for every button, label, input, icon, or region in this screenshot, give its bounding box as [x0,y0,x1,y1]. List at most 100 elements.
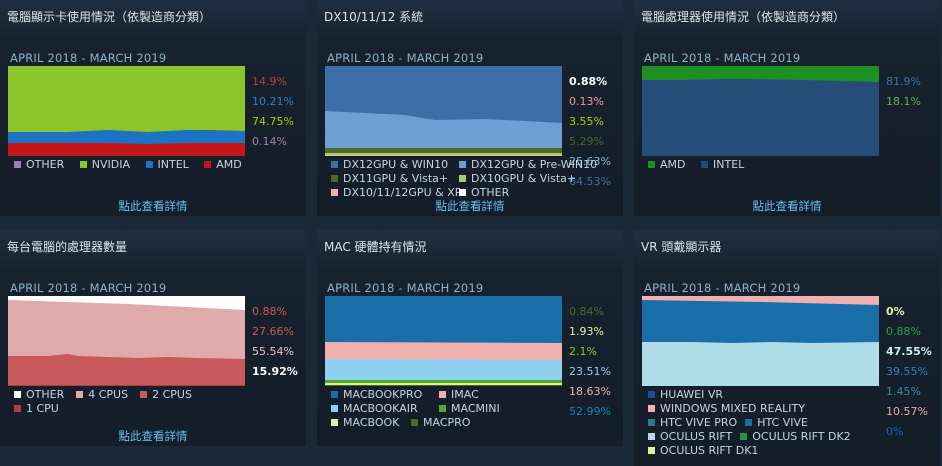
panel-title: 電腦處理器使用情況（依製造商分類） [641,10,846,24]
pct-value: 0% [886,305,905,318]
legend-label: DX12GPU & WIN10 [343,158,449,171]
period-label: APRIL 2018 - MARCH 2019 [327,51,484,65]
legend-label: OCULUS RIFT DK2 [752,430,851,443]
legend-item: OCULUS RIFT DK2 [740,430,851,444]
panel-dx-systems: DX10/11/12 系統 APRIL 2018 - MARCH 2019 0.… [317,0,623,216]
legend-swatch [459,160,466,168]
panel-title: VR 頭戴顯示器 [641,240,722,254]
legend-item: HTC VIVE [745,416,808,430]
legend-swatch [439,404,446,412]
pct-value: 18.1% [886,95,921,108]
legend-item: OTHER [14,388,64,402]
legend-label: 2 CPUS [152,388,192,401]
legend-swatch [331,174,338,182]
legend-swatch [331,418,338,426]
legend-label: AMD [660,158,686,171]
legend-swatch [331,390,338,398]
legend-swatch [648,390,655,398]
pct-value: 14.9% [252,75,287,88]
stacked-area-chart [8,296,245,386]
legend-item: INTEL [145,158,189,172]
pct-value: 0.14% [252,135,287,148]
legend-label: MACBOOKAIR [343,402,418,415]
stacked-area-chart [642,296,879,386]
pct-value: 27.66% [252,325,294,338]
pct-value: 1.45% [886,385,921,398]
area-oculus-rift [642,342,879,386]
panel-title: 電腦顯示卡使用情況（依製造商分類） [7,10,212,24]
legend-label: MACMINI [451,402,500,415]
legend: OTHER NVIDIA INTEL AMD [14,158,304,172]
legend-swatch [76,390,84,398]
legend-item: 2 CPUS [140,388,192,402]
legend-item: MACMINI [439,402,500,416]
legend-label: WINDOWS MIXED REALITY [660,402,805,415]
legend-swatch [648,446,655,454]
legend-swatch [331,160,338,168]
pct-value: 0.88% [886,325,921,338]
legend-swatch [648,160,655,168]
legend-label: DX10/11/12GPU & XP [343,186,462,199]
period-label: APRIL 2018 - MARCH 2019 [644,281,801,295]
details-link[interactable]: 點此查看詳情 [752,199,822,213]
legend-swatch [648,418,655,426]
area-macpro [325,385,562,386]
legend-item: 4 CPUS [76,388,128,402]
legend-item: 1 CPU [14,402,59,416]
pct-value: 52.99% [569,405,611,418]
legend-item: MACBOOK [331,416,411,430]
legend-item: IMAC [439,388,479,402]
legend-swatch [79,160,87,168]
area-intel [8,130,245,144]
legend: HUAWEI VR WINDOWS MIXED REALITY HTC VIVE… [648,388,888,458]
area-nvidia [8,66,245,132]
legend-label: MACBOOKPRO [343,388,423,401]
area-macbook [325,383,562,385]
legend-swatch [204,160,212,168]
pct-value: 3.55% [569,115,604,128]
stacked-area-chart [642,66,879,156]
details-link[interactable]: 點此查看詳情 [118,429,188,443]
legend-item: MACBOOKAIR [331,402,439,416]
legend-swatch [745,418,753,426]
legend-item: DX11GPU & Vista+ [331,172,459,186]
legend-item: DX12GPU & Pre-WIN10 [459,158,597,172]
area-other [325,155,562,156]
legend-label: OTHER [26,158,65,171]
area-dx10-vista [325,153,562,155]
details-link[interactable]: 點此查看詳情 [435,199,505,213]
legend-swatch [331,404,338,412]
legend-item: AMD [204,158,242,172]
details-link[interactable]: 點此查看詳情 [118,199,188,213]
legend-item: INTEL [701,158,744,172]
legend-label: DX12GPU & Pre-WIN10 [471,158,598,171]
legend-item: OTHER [14,158,64,172]
area-dx12-prewin10 [325,111,562,148]
period-label: APRIL 2018 - MARCH 2019 [10,51,167,65]
legend-label: NVIDIA [91,158,130,171]
legend-item: AMD [648,158,686,172]
legend-label: OCULUS RIFT [660,430,733,443]
area-macbookair [325,359,562,386]
legend-swatch [14,404,21,412]
panel-title: MAC 硬體持有情況 [324,240,427,254]
legend-item: OTHER [459,186,509,200]
pct-value: 15.92% [252,365,298,378]
legend-item: MACBOOKPRO [331,388,439,402]
legend-label: HTC VIVE PRO [660,416,738,429]
pct-value: 1.93% [569,325,604,338]
legend-swatch [439,390,446,398]
legend-swatch [14,160,21,168]
legend-label: INTEL [713,158,745,171]
period-label: APRIL 2018 - MARCH 2019 [10,281,167,295]
legend-item: DX12GPU & WIN10 [331,158,459,172]
legend: MACBOOKPRO IMAC MACBOOKAIR MACMINI MACBOOK… [331,388,621,430]
legend-label: MACPRO [423,416,471,429]
legend-item: DX10GPU & Vista+ [459,172,576,186]
area-macmini [325,380,562,383]
legend: OTHER 4 CPUS 2 CPUS 1 CPU [14,388,304,416]
legend-swatch [701,160,708,168]
legend-label: MACBOOK [343,416,400,429]
panel-title: DX10/11/12 系統 [324,10,424,24]
legend-item: NVIDIA [79,158,130,172]
